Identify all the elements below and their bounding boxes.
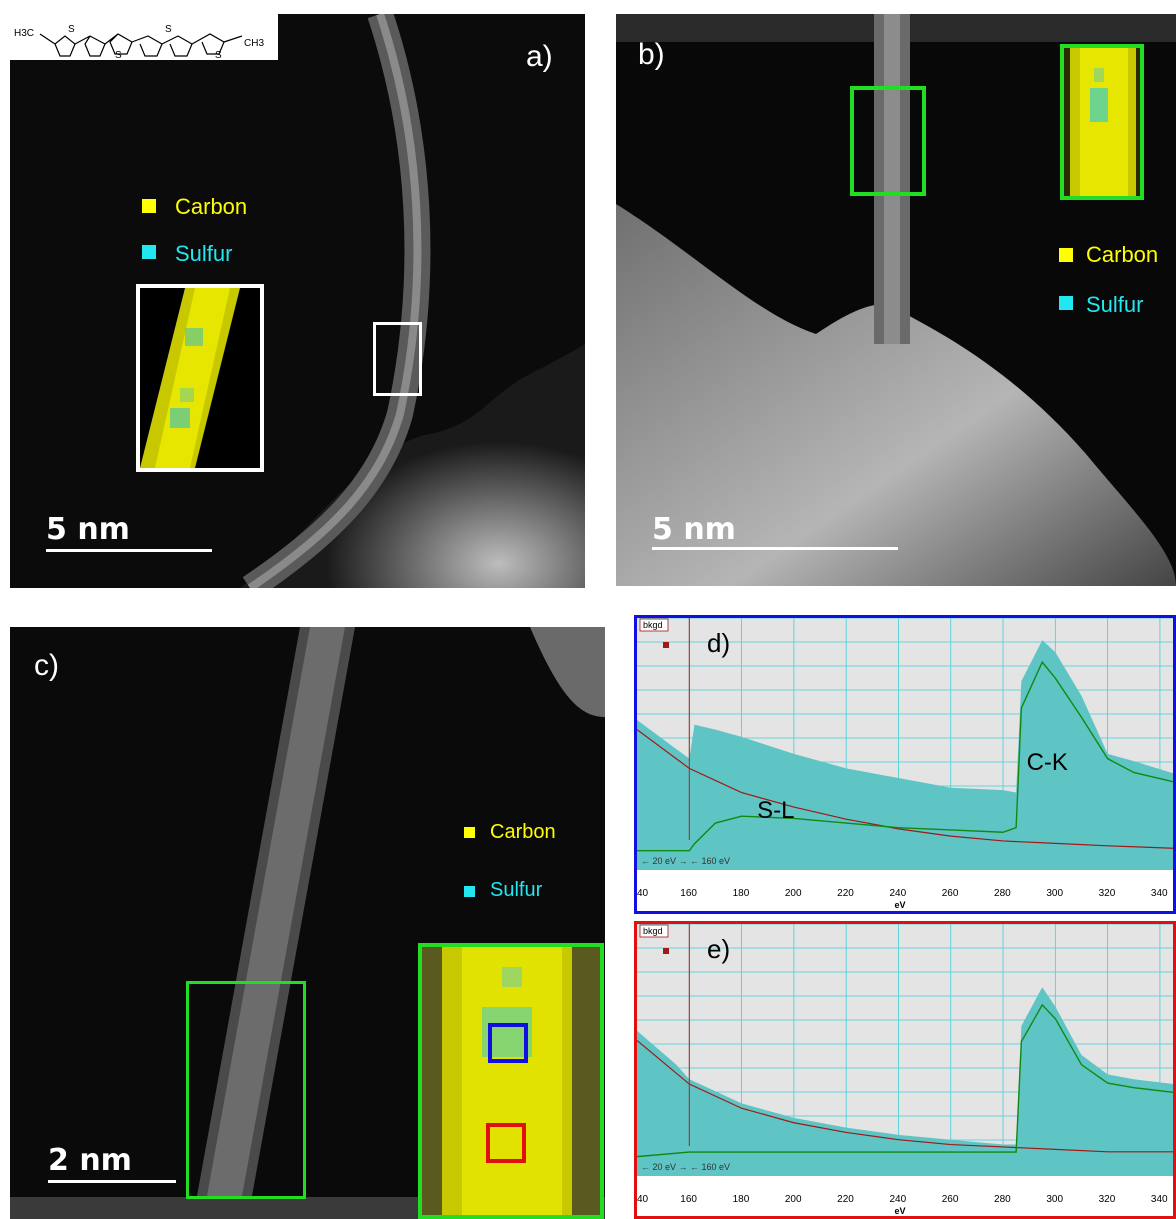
panel-c-stem-image: c) Carbon Sulfur 2 nm [10,627,605,1219]
panel-b-stem-image: b) Carbon Sulfur 5 nm [616,14,1176,586]
scale-bar-label: 5 nm [652,512,736,547]
x-tick-label: 220 [837,1194,854,1205]
x-tick-label: 240 [889,888,906,899]
peak-label-ck: C-K [1027,749,1068,776]
legend-sulfur-label: Sulfur [1086,292,1144,317]
blue-selection-box [488,1023,528,1063]
bkgd-tag: bkgd [643,926,663,936]
spectrum-area [637,987,1173,1176]
x-tick-label: 260 [942,1194,959,1205]
x-tick-label: 300 [1046,1194,1063,1205]
molecule-atom: S [115,50,122,60]
bkgd-tag-box [639,618,669,632]
scale-bar [48,1180,176,1183]
background-fit-line [637,729,1173,849]
x-tick-label: 280 [994,888,1011,899]
legend-sulfur-swatch [464,886,475,897]
legend-carbon-label: Carbon [175,194,248,219]
x-tick-label: 320 [1099,888,1116,899]
x-tick-label: 160 [680,1194,697,1205]
x-tick-label: 40 [637,1194,649,1205]
x-tick-label: 340 [1151,1194,1168,1205]
scale-bar [652,547,898,550]
panel-a-stem-image: H3C CH3 S S S S a) Carbon Sulfur 5 nm [10,14,585,588]
marker-square [663,948,669,954]
x-tick-label: 320 [1099,1194,1116,1205]
legend-carbon-swatch [464,827,475,838]
panel-label: e) [707,934,730,964]
x-tick-label: 40 [637,888,649,899]
x-tick-label: 160 [680,888,697,899]
panel-b-label: b) [638,38,665,71]
legend-sulfur-swatch [1059,296,1073,310]
panel-a-label: a) [526,40,553,73]
x-tick-label: 200 [785,888,802,899]
marker-square [663,642,669,648]
region-of-interest-box [850,86,926,196]
background-fit-line [637,1040,1173,1153]
elemental-map-inset [1060,44,1144,200]
panel-e-eels-spectrum: bkgd e) ← 20 eV → ← 160 eV 40 160 180 200 220 24… [634,921,1176,1219]
x-tick-label: 220 [837,888,854,899]
legend-carbon-label: Carbon [490,821,556,843]
scale-bar [46,549,212,552]
molecule-structure: H3C CH3 S S S S [10,14,278,61]
legend-sulfur-label: Sulfur [490,879,543,901]
legend-carbon-swatch [142,199,156,213]
legend-sulfur-swatch [142,245,156,259]
spectrum-area [637,640,1173,870]
region-of-interest-box [186,981,306,1199]
legend-carbon-label: Carbon [1086,242,1159,267]
x-tick-label: 260 [942,888,959,899]
x-axis-label: eV [894,1206,905,1216]
region-of-interest-box [373,322,422,396]
x-tick-label: 200 [785,1194,802,1205]
window-label: ← 20 eV → ← 160 eV [641,856,730,866]
x-tick-label: 340 [1151,888,1168,899]
x-tick-label: 300 [1046,888,1063,899]
legend-carbon-swatch [1059,248,1073,262]
peak-label-sl: S-L [757,797,794,824]
spectrum-d-plot: bkgd d) ← 20 eV → ← 160 eV 40 160 180 200 220 24… [637,618,1173,910]
x-tick-label: 180 [733,1194,750,1205]
red-selection-box [486,1123,526,1163]
elemental-map-inset [418,943,604,1219]
scale-bar-label: 2 nm [48,1143,132,1178]
x-tick-label: 280 [994,1194,1011,1205]
panel-label: d) [707,628,730,658]
panel-c-label: c) [34,649,59,682]
panel-b-micrograph [616,14,1176,586]
legend-sulfur-label: Sulfur [175,241,233,266]
signal-line [637,660,1173,852]
panel-a-micrograph [10,14,585,588]
molecule-right-group: CH3 [244,38,264,49]
bkgd-tag: bkgd [643,620,663,630]
x-tick-label: 240 [889,1194,906,1205]
molecule-atom: S [68,24,75,35]
molecule-atom: S [215,50,222,60]
spectrum-e-plot: bkgd e) ← 20 eV → ← 160 eV 40 160 180 200 220 24… [637,924,1173,1216]
scale-bar-label: 5 nm [46,512,130,547]
signal-line [637,1003,1173,1158]
x-tick-label: 180 [733,888,750,899]
panel-d-eels-spectrum: bkgd d) ← 20 eV → ← 160 eV 40 160 180 200 220 24… [634,615,1176,914]
molecule-atom: S [165,24,172,35]
elemental-map-inset [136,284,264,472]
molecule-left-group: H3C [14,28,34,39]
window-label: ← 20 eV → ← 160 eV [641,1162,730,1172]
x-axis-label: eV [894,900,905,910]
bkgd-tag-box [639,924,669,938]
